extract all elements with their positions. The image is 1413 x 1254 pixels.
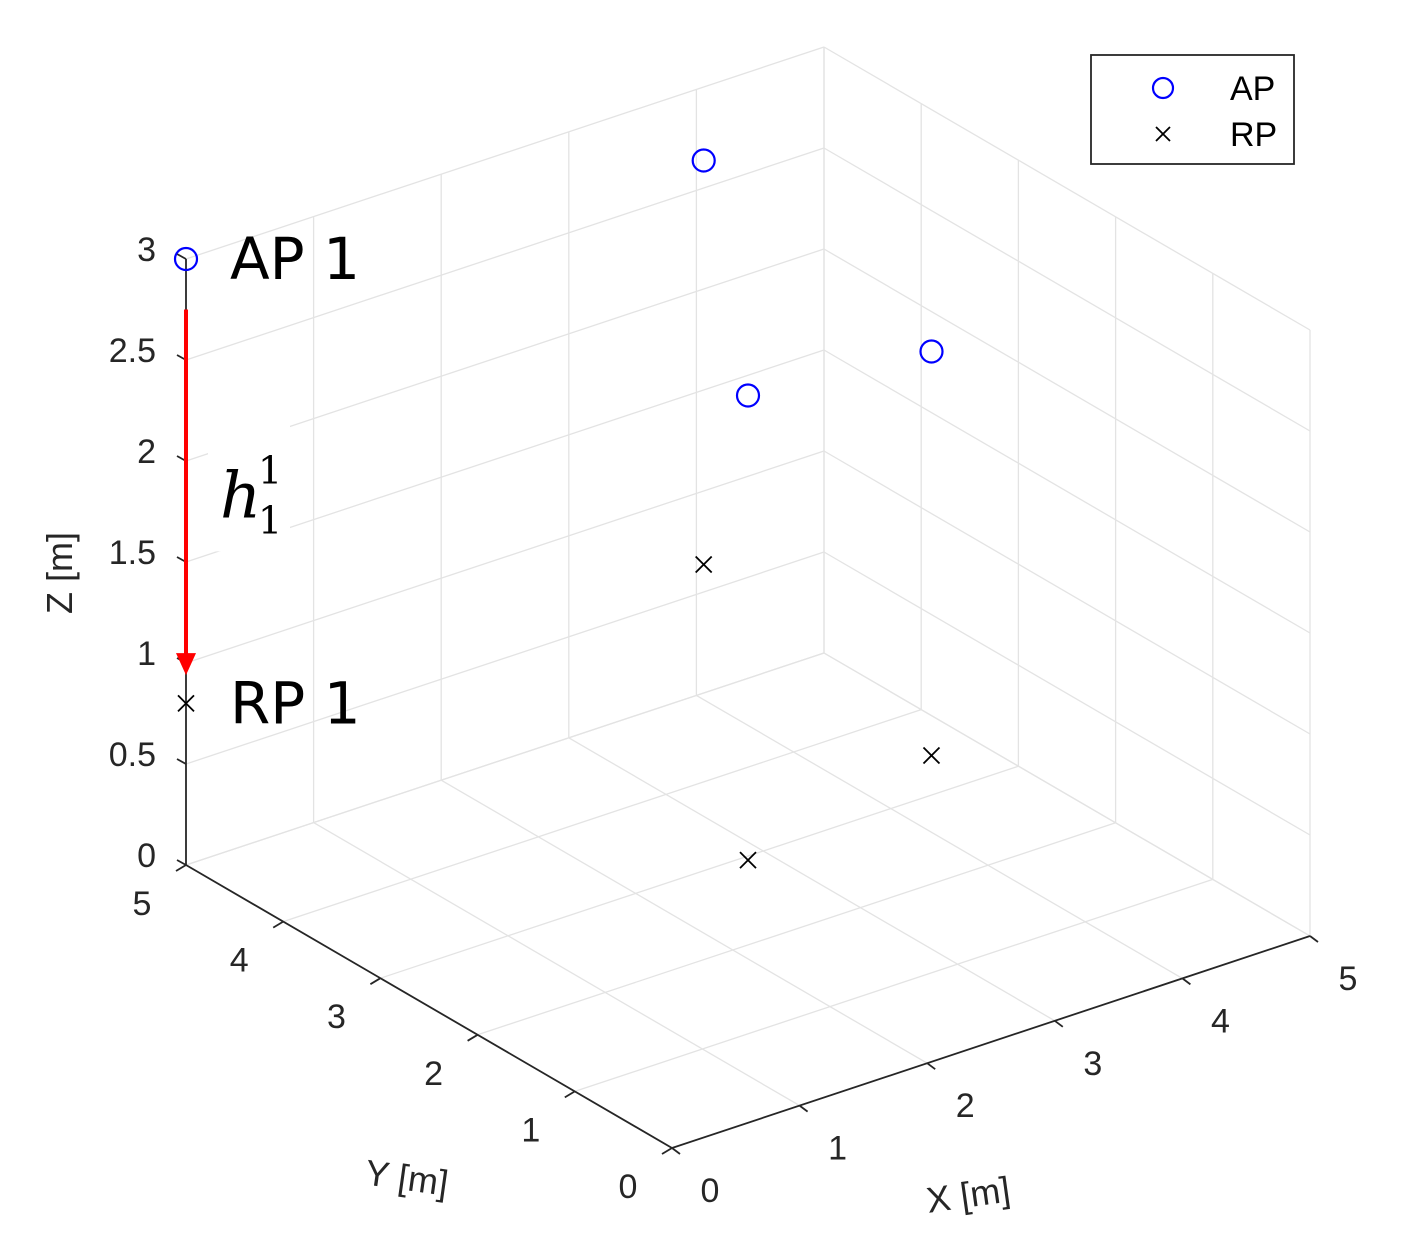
arrow-label-base: h bbox=[220, 459, 261, 533]
y-axis-line bbox=[185, 864, 673, 1149]
z-tick-label: 3 bbox=[137, 231, 156, 269]
rp-marker bbox=[922, 746, 941, 765]
wall-grid-line bbox=[823, 147, 1311, 432]
ap-marker bbox=[691, 148, 716, 173]
wall-grid-line bbox=[185, 551, 825, 765]
arrow-label-superscript: 1 bbox=[258, 448, 282, 492]
x-tick bbox=[1309, 935, 1319, 943]
legend: AP RP bbox=[1090, 54, 1295, 165]
z-tick bbox=[176, 758, 187, 765]
x-tick-label: 5 bbox=[1339, 960, 1358, 998]
floor-grid-line bbox=[440, 779, 928, 1064]
marker-layer bbox=[173, 148, 944, 869]
y-tick bbox=[467, 1034, 479, 1042]
wall-grid-line bbox=[185, 652, 825, 866]
wall-grid-line bbox=[185, 248, 825, 462]
wall-grid-line bbox=[823, 652, 1311, 937]
point-annotation: AP 1 bbox=[230, 225, 360, 293]
x-tick-label: 0 bbox=[701, 1172, 720, 1210]
legend-label: RP bbox=[1230, 116, 1277, 154]
z-tick-label: 0 bbox=[137, 837, 156, 875]
arrow-label-subscript: 1 bbox=[258, 498, 282, 542]
x-axis-line bbox=[671, 935, 1311, 1149]
annotation-layer: AP 1 RP 1 bbox=[230, 225, 361, 737]
z-tick-label: 2 bbox=[137, 433, 156, 471]
floor-grid-line bbox=[313, 822, 800, 1107]
floor-grid-line bbox=[282, 708, 922, 923]
arrow-head bbox=[176, 653, 196, 676]
y-tick-label: 5 bbox=[133, 885, 152, 923]
rp-marker bbox=[177, 694, 195, 713]
grid-layer bbox=[185, 46, 1311, 1149]
wall-grid-line bbox=[185, 147, 825, 361]
wall-grid-line bbox=[823, 46, 1311, 331]
rp-marker bbox=[695, 555, 713, 574]
rp-marker-stroke bbox=[177, 694, 195, 713]
x-tick bbox=[1181, 977, 1191, 986]
z-tick bbox=[176, 253, 187, 260]
y-tick bbox=[272, 920, 284, 929]
tick-layer: 0 1 2 3 4 5 0 1 2 3 4 5 0 0.5 1 1.5 2 2.5 3 bbox=[109, 231, 1358, 1210]
floor-grid-line bbox=[574, 878, 1214, 1093]
y-tick-label: 4 bbox=[230, 942, 249, 980]
y-tick bbox=[564, 1090, 576, 1099]
x-tick bbox=[1054, 1020, 1064, 1028]
z-tick-label: 0.5 bbox=[109, 736, 156, 774]
rp-marker-stroke bbox=[695, 555, 713, 574]
y-axis-label: Y [m] bbox=[363, 1152, 451, 1204]
legend-rp-marker bbox=[1155, 126, 1171, 142]
wall-grid-line bbox=[185, 46, 825, 260]
ap-marker bbox=[919, 339, 944, 364]
floor-grid-line bbox=[568, 737, 1056, 1022]
wall-grid-line bbox=[823, 551, 1311, 836]
x-tick-label: 2 bbox=[956, 1087, 975, 1125]
z-tick-label: 1.5 bbox=[109, 534, 156, 572]
rp-marker bbox=[739, 851, 757, 869]
wall-grid-line bbox=[823, 248, 1311, 533]
x-axis-label: X [m] bbox=[924, 1168, 1013, 1220]
floor-grid-line bbox=[696, 694, 1183, 979]
x-tick-label: 4 bbox=[1211, 1002, 1230, 1040]
legend-rp-marker-stroke bbox=[1155, 126, 1171, 142]
legend-label: AP bbox=[1230, 70, 1275, 108]
x-tick bbox=[926, 1062, 936, 1070]
y-tick-label: 1 bbox=[521, 1111, 540, 1149]
x-tick-label: 3 bbox=[1083, 1045, 1102, 1083]
z-tick-label: 1 bbox=[137, 635, 156, 673]
ap-marker bbox=[173, 246, 199, 272]
legend-box bbox=[1090, 54, 1295, 165]
x-tick-label: 1 bbox=[828, 1130, 847, 1168]
y-tick-label: 3 bbox=[327, 998, 346, 1036]
ap-marker bbox=[735, 383, 761, 408]
wall-grid-line bbox=[185, 450, 825, 664]
y-tick bbox=[175, 864, 187, 872]
rp-marker-stroke bbox=[922, 746, 941, 765]
y-tick bbox=[369, 977, 381, 985]
y-tick-label: 0 bbox=[619, 1168, 638, 1206]
rp-marker-stroke bbox=[739, 851, 757, 869]
x-tick bbox=[799, 1104, 809, 1113]
legend-ap-marker bbox=[1151, 76, 1175, 100]
point-annotation: RP 1 bbox=[230, 669, 361, 737]
z-axis-label: Z [m] bbox=[39, 532, 80, 614]
arrow-label-background bbox=[208, 421, 290, 552]
z-tick-label: 2.5 bbox=[109, 332, 156, 370]
z-tick bbox=[176, 859, 187, 866]
wall-grid-line bbox=[185, 349, 825, 563]
wall-grid-line bbox=[823, 450, 1311, 735]
x-tick bbox=[671, 1147, 681, 1155]
floor-grid-line bbox=[477, 822, 1116, 1036]
floor-grid-line bbox=[380, 765, 1019, 979]
wall-grid-line bbox=[823, 349, 1311, 634]
y-tick bbox=[661, 1147, 673, 1155]
arrow-layer: h1 1 bbox=[176, 309, 290, 676]
y-tick-label: 2 bbox=[424, 1055, 443, 1093]
